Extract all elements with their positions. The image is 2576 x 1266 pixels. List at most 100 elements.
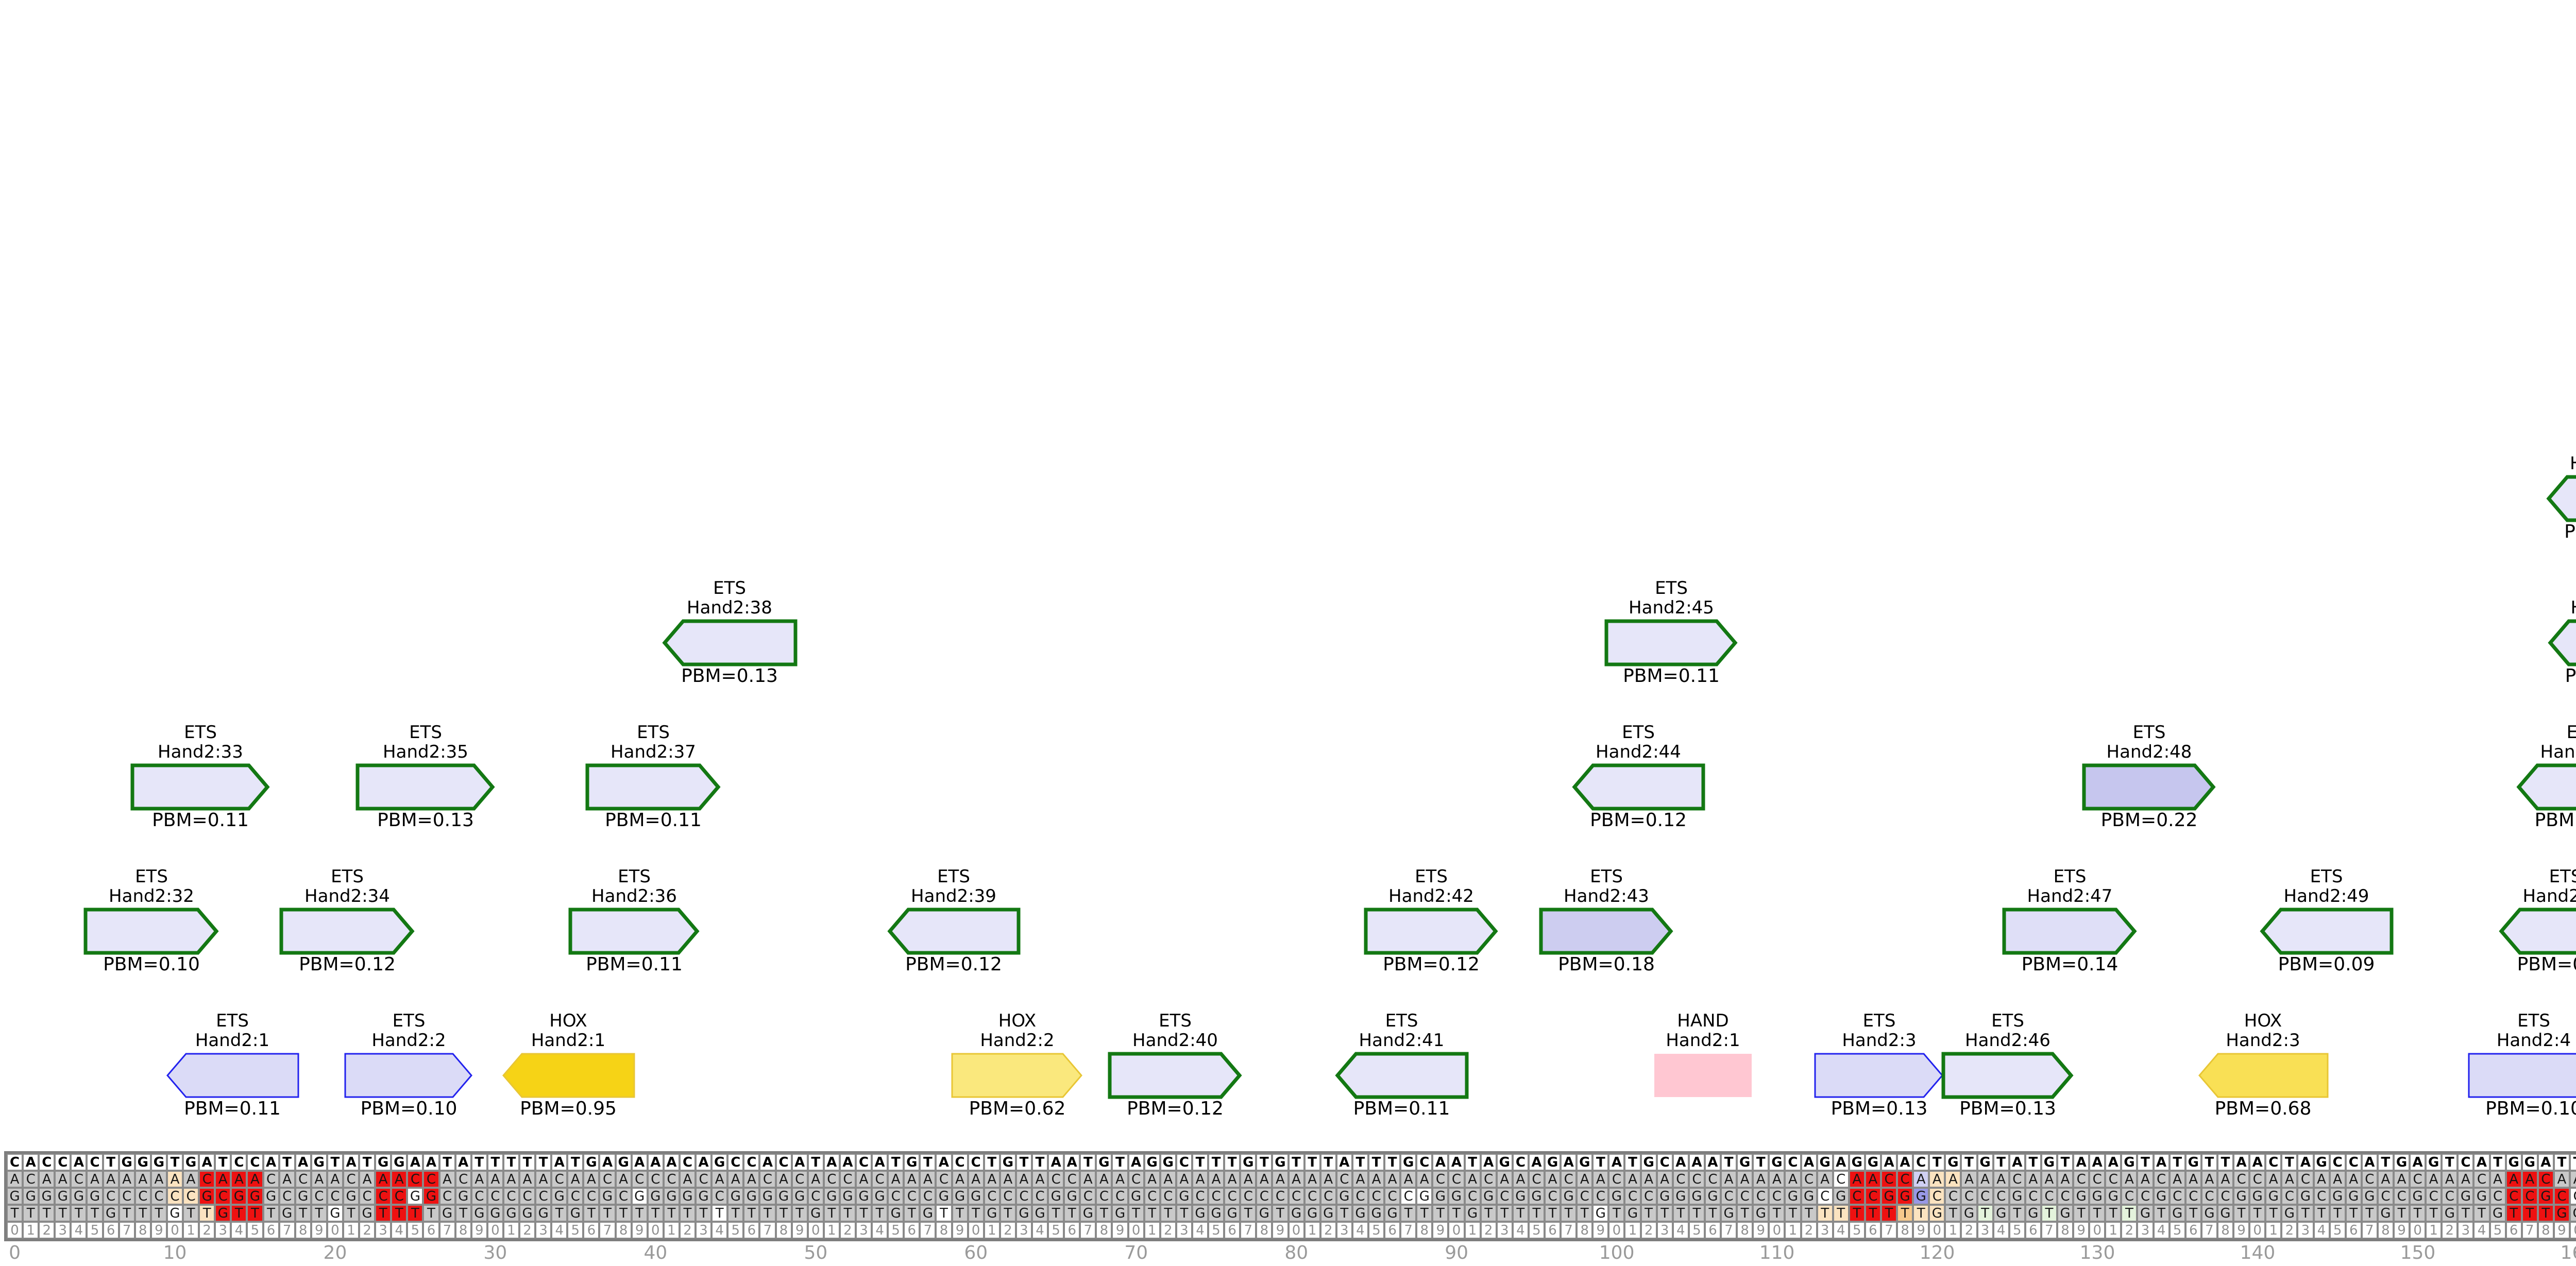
motif-arrow-left[interactable] [2499, 907, 2576, 956]
position-digit-42: 2 [679, 1222, 696, 1239]
alt-base-r1-112: C [1801, 1171, 1817, 1188]
motif-name-label: Hand2:49 [2283, 886, 2369, 906]
motif-name-label: Hand2:2 [980, 1030, 1055, 1051]
alt-base-r3-128: G [2057, 1205, 2074, 1222]
consensus-base-109: T [1753, 1154, 1769, 1171]
motif-arrow-right[interactable] [355, 763, 495, 812]
alt-base-r3-116: T [1865, 1205, 1881, 1222]
motif-arrow-left[interactable] [2546, 474, 2576, 524]
motif-arrow-left[interactable] [166, 1051, 299, 1101]
consensus-base-106: A [1704, 1154, 1721, 1171]
motif-arrow-left[interactable] [662, 619, 798, 668]
alt-base-r3-31: G [503, 1205, 519, 1222]
alt-base-r3-151: T [2426, 1205, 2442, 1222]
alt-base-r2-144: C [2313, 1188, 2330, 1205]
motif-pbm-score: PBM=0.11 [586, 954, 683, 975]
alt-base-r3-96: T [1545, 1205, 1561, 1222]
alt-base-r2-68: C [1096, 1188, 1112, 1205]
consensus-base-6: T [103, 1154, 119, 1171]
position-digit-89: 9 [1432, 1222, 1449, 1239]
motif-arrow-right[interactable] [2002, 907, 2137, 956]
position-digit-85: 5 [1368, 1222, 1385, 1239]
alt-base-r3-150: T [2410, 1205, 2426, 1222]
position-digit-40: 0 [647, 1222, 664, 1239]
alt-base-r1-86: A [1384, 1171, 1401, 1188]
motif-arrow-left[interactable] [2260, 907, 2394, 956]
motif-arrow-left[interactable] [1335, 1051, 1469, 1101]
motif-family-label: HOX [2244, 1011, 2282, 1031]
consensus-base-160: T [2570, 1154, 2576, 1171]
alt-base-r3-44: T [711, 1205, 728, 1222]
motif-arrow-left[interactable] [2198, 1051, 2329, 1101]
motif-family-label: ETS [331, 866, 364, 887]
alt-base-r2-27: C [439, 1188, 455, 1205]
position-digit-25: 5 [407, 1222, 423, 1239]
alt-base-r2-0: G [7, 1188, 23, 1205]
alt-base-r1-72: A [1160, 1171, 1176, 1188]
motif-name-label: Hand2:34 [304, 886, 390, 906]
alt-base-r1-88: A [1416, 1171, 1433, 1188]
position-digit-4: 4 [71, 1222, 87, 1239]
alt-base-r2-95: G [1528, 1188, 1545, 1205]
alt-base-r2-26: G [423, 1188, 439, 1205]
motif-arrow-left[interactable] [502, 1051, 635, 1101]
consensus-base-17: T [279, 1154, 295, 1171]
alt-base-r3-152: G [2442, 1205, 2458, 1222]
motif-name-label: Hand2:38 [687, 597, 772, 618]
consensus-base-65: A [1048, 1154, 1064, 1171]
alt-base-r1-151: A [2426, 1171, 2442, 1188]
alt-base-r2-89: G [1432, 1188, 1449, 1205]
alt-base-r3-103: T [1656, 1205, 1673, 1222]
position-digit-99: 9 [1592, 1222, 1609, 1239]
motif-arrow-right[interactable] [1364, 907, 1498, 956]
alt-base-r1-137: A [2201, 1171, 2217, 1188]
alt-base-r3-115: T [1849, 1205, 1865, 1222]
motif-arrow-right[interactable] [2082, 763, 2216, 812]
alt-base-r2-124: C [1993, 1188, 2009, 1205]
position-digit-126: 6 [2025, 1222, 2041, 1239]
alt-base-r3-53: T [855, 1205, 872, 1222]
alt-base-r2-101: C [1624, 1188, 1641, 1205]
alt-base-r2-97: G [1561, 1188, 1577, 1205]
alt-base-r1-79: A [1272, 1171, 1289, 1188]
motif-arrow-box[interactable] [1654, 1051, 1752, 1101]
alt-base-r3-98: T [1577, 1205, 1593, 1222]
motif-arrow-left[interactable] [2516, 763, 2576, 812]
motif-family-label: ETS [1590, 866, 1623, 887]
motif-arrow-right[interactable] [1814, 1051, 1943, 1101]
motif-arrow-right[interactable] [1604, 619, 1738, 668]
motif-arrow-right[interactable] [2468, 1051, 2576, 1101]
alt-base-r2-57: C [920, 1188, 936, 1205]
position-digit-44: 4 [711, 1222, 728, 1239]
alt-base-r2-113: C [1817, 1188, 1833, 1205]
motif-arrow-right[interactable] [1941, 1051, 2074, 1101]
alt-base-r3-117: T [1880, 1205, 1897, 1222]
alt-base-r1-54: C [872, 1171, 888, 1188]
motif-arrow-right[interactable] [279, 907, 415, 956]
motif-arrow-right[interactable] [83, 907, 219, 956]
motif-arrow-right[interactable] [951, 1051, 1082, 1101]
alt-base-r1-131: C [2105, 1171, 2122, 1188]
alt-base-r2-16: G [263, 1188, 279, 1205]
motif-arrow-right[interactable] [344, 1051, 472, 1101]
motif-arrow-right[interactable] [1539, 907, 1673, 956]
motif-arrow-right[interactable] [130, 763, 270, 812]
motif-arrow-right[interactable] [568, 907, 700, 956]
motif-arrow-left[interactable] [887, 907, 1021, 956]
alt-base-r2-137: C [2201, 1188, 2217, 1205]
motif-arrow-right[interactable] [585, 763, 721, 812]
motif-arrow-left[interactable] [2548, 619, 2576, 668]
position-digit-13: 3 [215, 1222, 231, 1239]
alt-base-r3-40: T [647, 1205, 664, 1222]
alt-base-r3-159: G [2553, 1205, 2570, 1222]
alt-base-r1-10: A [166, 1171, 183, 1188]
motif-arrow-right[interactable] [1108, 1051, 1242, 1101]
motif-arrow-left[interactable] [1572, 763, 1705, 812]
motif-name-label: Hand2:36 [591, 886, 677, 906]
alt-base-r1-61: A [984, 1171, 1000, 1188]
motif-family-label: ETS [1415, 866, 1448, 887]
motif-hox-Hand2-2: HOX Hand2:2 PBM=0.62 [951, 1011, 1082, 1120]
alt-base-r3-16: T [263, 1205, 279, 1222]
alt-base-r3-93: T [1496, 1205, 1513, 1222]
